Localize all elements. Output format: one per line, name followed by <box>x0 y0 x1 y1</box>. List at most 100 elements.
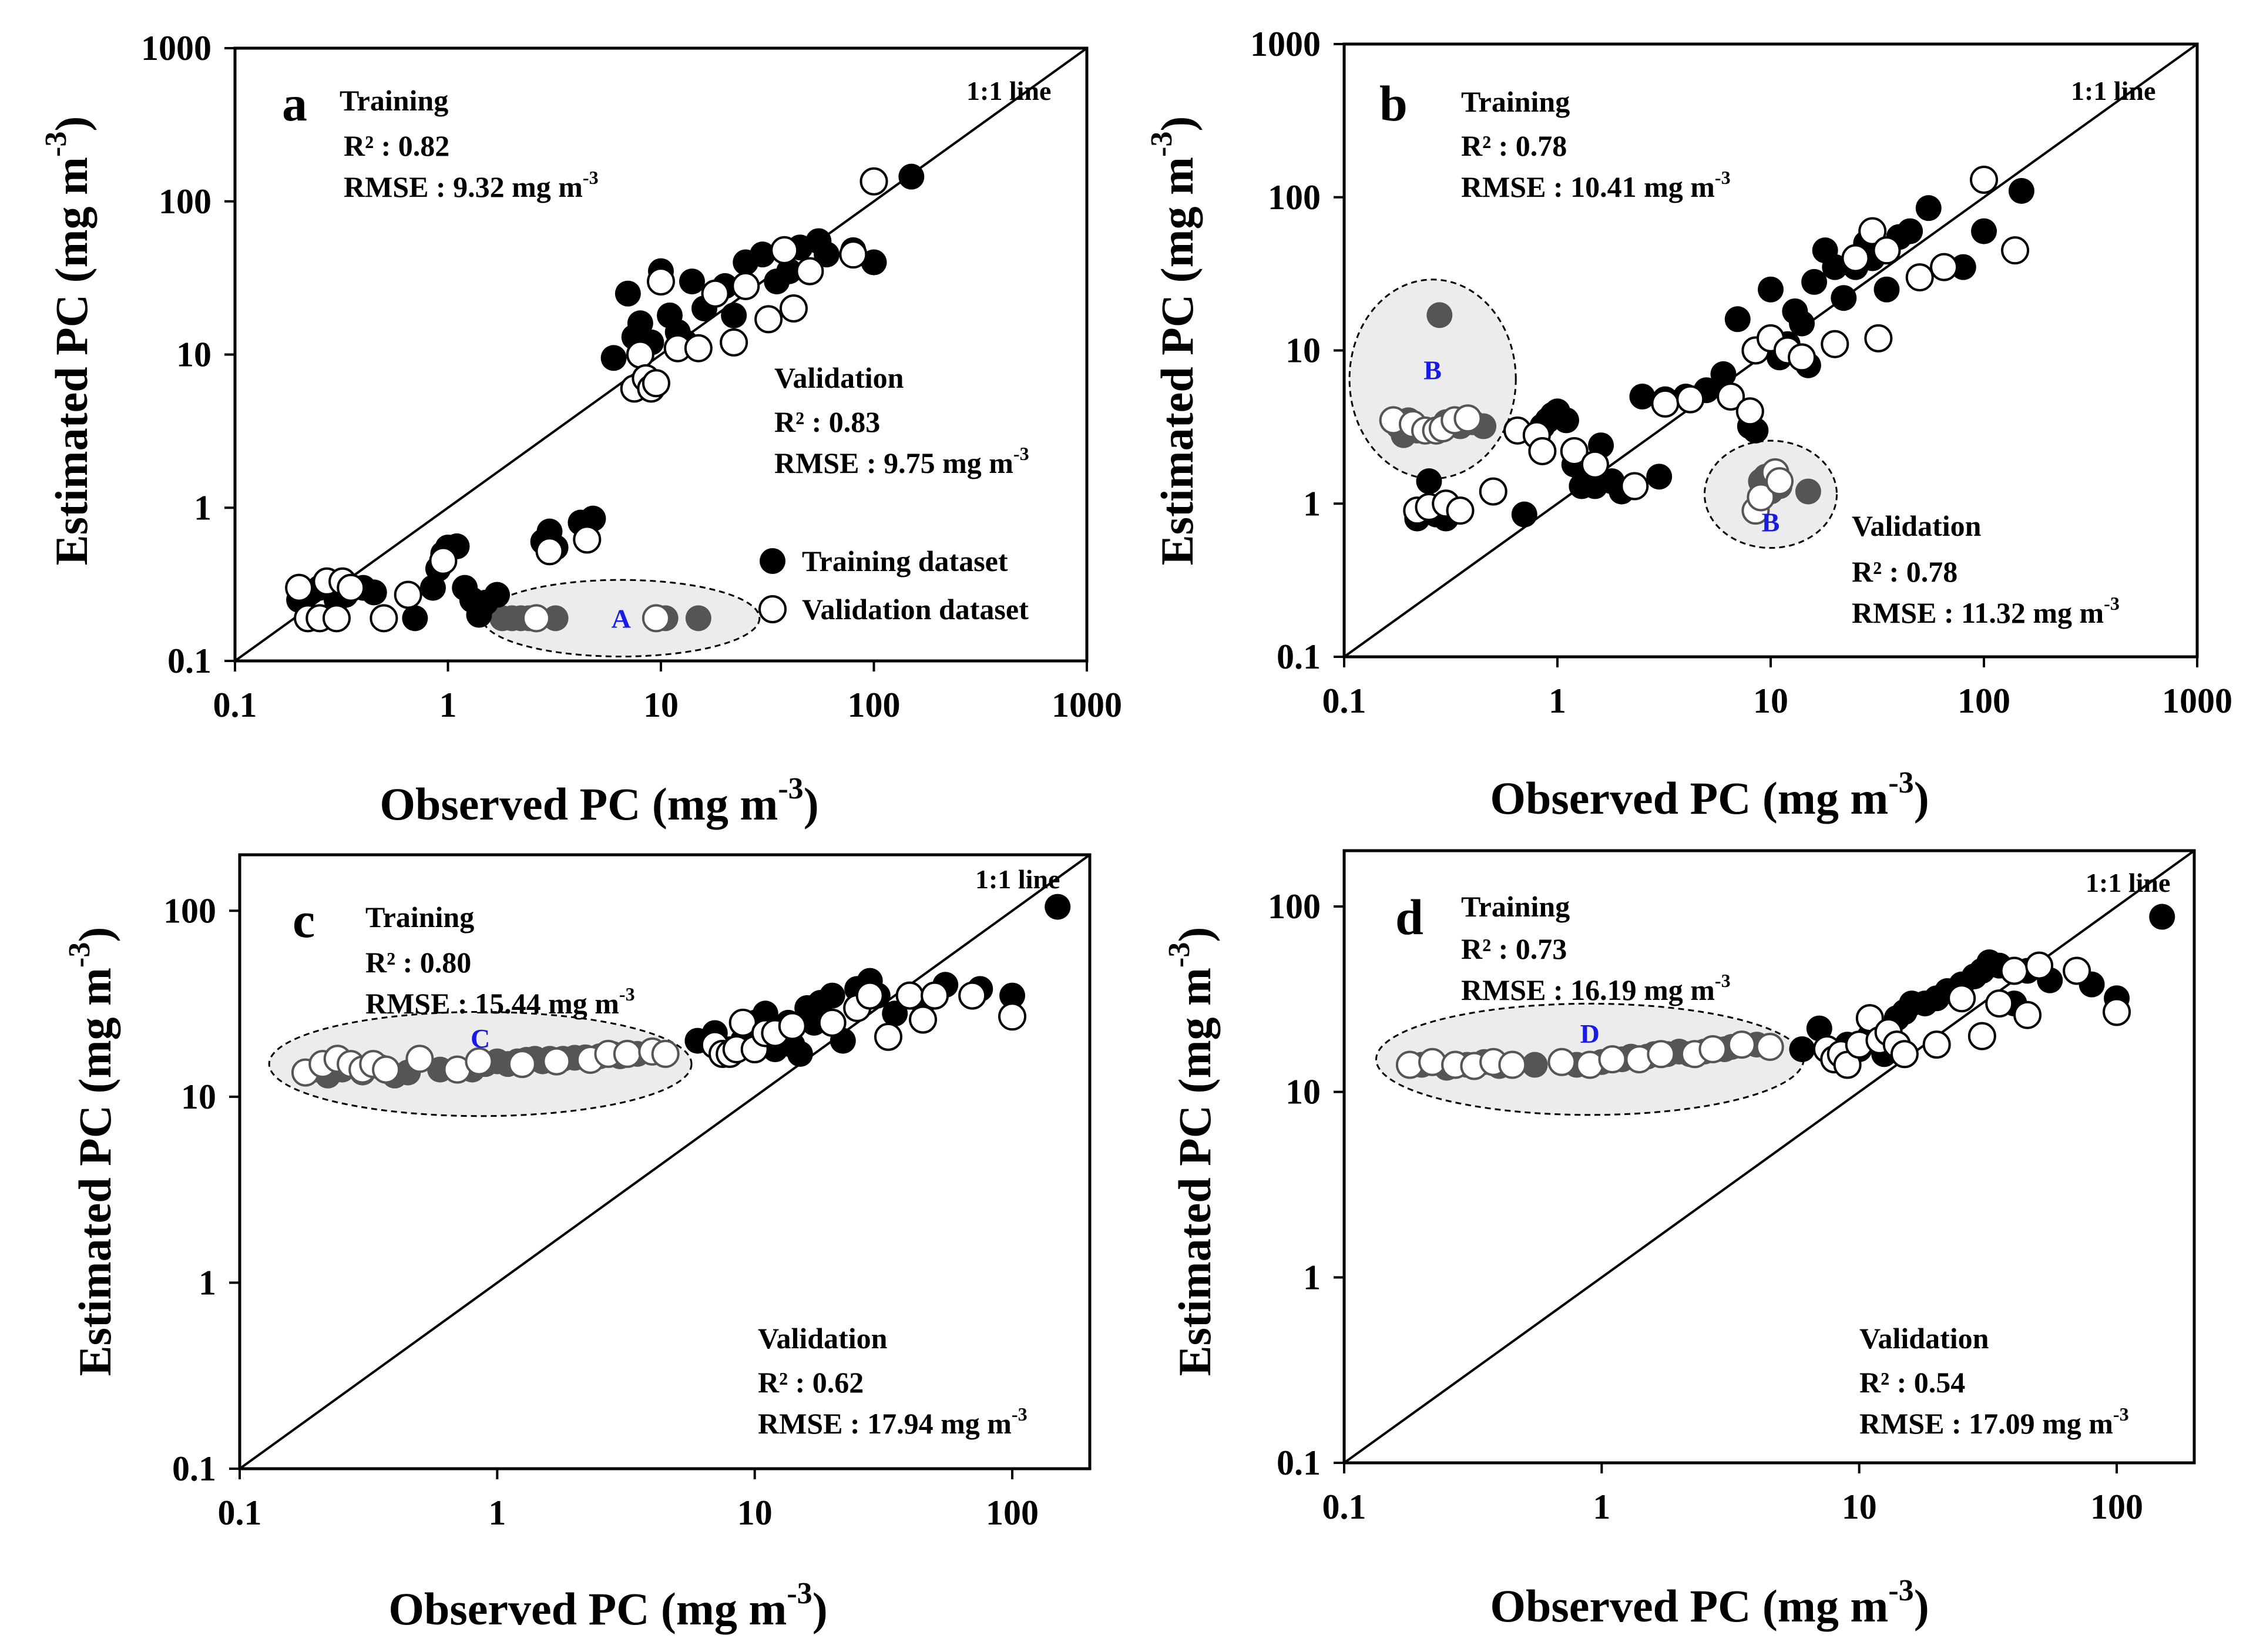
panel-d-label: d <box>1395 889 1423 945</box>
panel-d: D 0.1 1 10 100 0.1 1 10 100 d 1:1 line Trainin… <box>1163 849 2196 1631</box>
validation-point <box>1970 166 1998 194</box>
panel-b-region-label: B <box>1762 507 1780 537</box>
validation-point <box>859 167 888 196</box>
x-tick-label: 1 <box>439 686 457 724</box>
training-point <box>1724 306 1751 333</box>
validation-point <box>818 1008 847 1037</box>
panel-b-training-heading: Training <box>1461 85 1570 118</box>
y-tick-label: 0.1 <box>1277 1443 1321 1482</box>
validation-point <box>285 573 314 602</box>
training-point <box>484 582 511 608</box>
validation-point <box>1528 436 1557 465</box>
validation-point <box>1735 397 1764 426</box>
y-tick-label: 1 <box>194 488 211 527</box>
validation-point <box>1872 236 1901 265</box>
region-training-point <box>1795 478 1821 505</box>
y-tick-label: 10 <box>1285 1073 1321 1112</box>
training-point <box>1789 1036 1815 1062</box>
panel-c-validation-r2: R² : 0.62 <box>758 1366 864 1399</box>
panel-a-points: A <box>285 163 925 633</box>
validation-point <box>429 546 458 575</box>
x-tick-label: 10 <box>643 686 679 724</box>
legend-validation-marker <box>758 595 787 623</box>
training-point <box>600 345 627 371</box>
panel-c-training-r2: R² : 0.80 <box>365 946 471 979</box>
legend-validation-label: Validation dataset <box>802 593 1029 626</box>
panel-a-x-tick-labels: 0.1 1 10 100 1000 <box>213 661 1122 724</box>
panel-c-plot-frame <box>238 853 1092 1470</box>
training-point <box>1971 218 1997 244</box>
region-validation-point <box>465 1047 493 1076</box>
panel-d-x-axis-label: Observed PC (mg m-3) <box>1490 1574 1929 1631</box>
panel-a-training-heading: Training <box>340 84 448 117</box>
validation-point <box>1676 385 1705 414</box>
training-point <box>1915 195 1942 221</box>
validation-point <box>1446 496 1475 525</box>
panel-b-x-tick-labels: 0.1 1 10 100 1000 <box>1322 657 2232 720</box>
validation-point <box>921 981 949 1010</box>
panel-c-validation-rmse: RMSE : 17.94 mg m-3 <box>758 1403 1028 1440</box>
panel-d-region-label: D <box>1580 1019 1600 1049</box>
panel-b-training-rmse: RMSE : 10.41 mg m-3 <box>1461 167 1731 203</box>
panel-c-y-axis-label-exp: -3 <box>63 942 96 968</box>
validation-point <box>895 981 924 1010</box>
panel-d-validation-rmse: RMSE : 17.09 mg m-3 <box>1859 1403 2129 1440</box>
validation-point <box>1864 324 1893 352</box>
panel-b-region-label: B <box>1423 355 1442 385</box>
panel-b-validation-r2: R² : 0.78 <box>1852 555 1957 588</box>
panel-a: A 0.1 1 10 100 1000 0.1 1 10 100 1000 a 1:1 line… <box>39 29 1122 830</box>
panel-a-y-axis-label-exp: -3 <box>39 132 73 157</box>
region-validation-point <box>1698 1035 1727 1063</box>
training-point <box>787 1040 813 1067</box>
panel-a-x-axis-label-main: Observed PC (mg m <box>380 778 778 830</box>
training-point <box>361 579 387 606</box>
region-training-point <box>1522 1052 1548 1078</box>
y-tick-label: 0.1 <box>1277 637 1321 676</box>
validation-point <box>370 604 398 633</box>
region-validation-point <box>1453 404 1482 433</box>
validation-point <box>1841 244 1870 273</box>
validation-point <box>770 236 799 264</box>
training-point <box>627 310 653 337</box>
panel-c-training-heading: Training <box>365 901 474 934</box>
training-point <box>1822 254 1848 280</box>
validation-point <box>626 340 654 369</box>
x-tick-label: 10 <box>1753 681 1788 720</box>
training-point <box>2008 177 2034 204</box>
panel-a-x-axis-label-exp: -3 <box>778 772 803 805</box>
x-tick-label: 1000 <box>2162 681 2232 720</box>
y-tick-label: 0.1 <box>172 1449 216 1488</box>
training-point <box>1045 894 1071 920</box>
training-point <box>1873 276 1900 303</box>
training-point <box>679 268 705 295</box>
panel-d-validation-heading: Validation <box>1859 1322 1989 1355</box>
panel-c-training-rmse-exp: -3 <box>619 983 635 1005</box>
training-point <box>721 302 747 328</box>
x-tick-label: 100 <box>848 686 901 724</box>
panel-a-x-axis-label: Observed PC (mg m-3) <box>380 772 818 830</box>
y-tick-label: 1 <box>199 1263 216 1302</box>
panel-c-training-rmse-main: RMSE : 15.44 mg m <box>365 987 619 1020</box>
validation-point <box>778 1012 807 1040</box>
validation-point <box>1717 382 1745 411</box>
training-point <box>402 605 428 632</box>
region-validation-point <box>1498 1050 1527 1079</box>
validation-point <box>874 1022 902 1051</box>
panel-b-one-to-one-label: 1:1 line <box>2071 76 2155 106</box>
x-tick-label: 1 <box>488 1493 506 1532</box>
panel-d-plot-frame <box>1342 849 2196 1465</box>
panel-a-y-tick-labels: 0.1 1 10 100 1000 <box>141 29 235 680</box>
validation-point <box>1930 253 1959 281</box>
panel-a-validation-rmse-main: RMSE : 9.75 mg m <box>774 446 1013 479</box>
panel-a-training-rmse: RMSE : 9.32 mg m-3 <box>344 167 599 203</box>
panel-b-y-tick-labels: 0.1 1 10 100 1000 <box>1250 25 1344 676</box>
training-point <box>1710 361 1737 387</box>
validation-point <box>2103 998 2131 1026</box>
x-tick-label: 10 <box>737 1493 773 1532</box>
training-point <box>1553 407 1580 434</box>
validation-point <box>684 334 713 362</box>
training-point <box>580 505 606 532</box>
training-point <box>1646 464 1673 490</box>
